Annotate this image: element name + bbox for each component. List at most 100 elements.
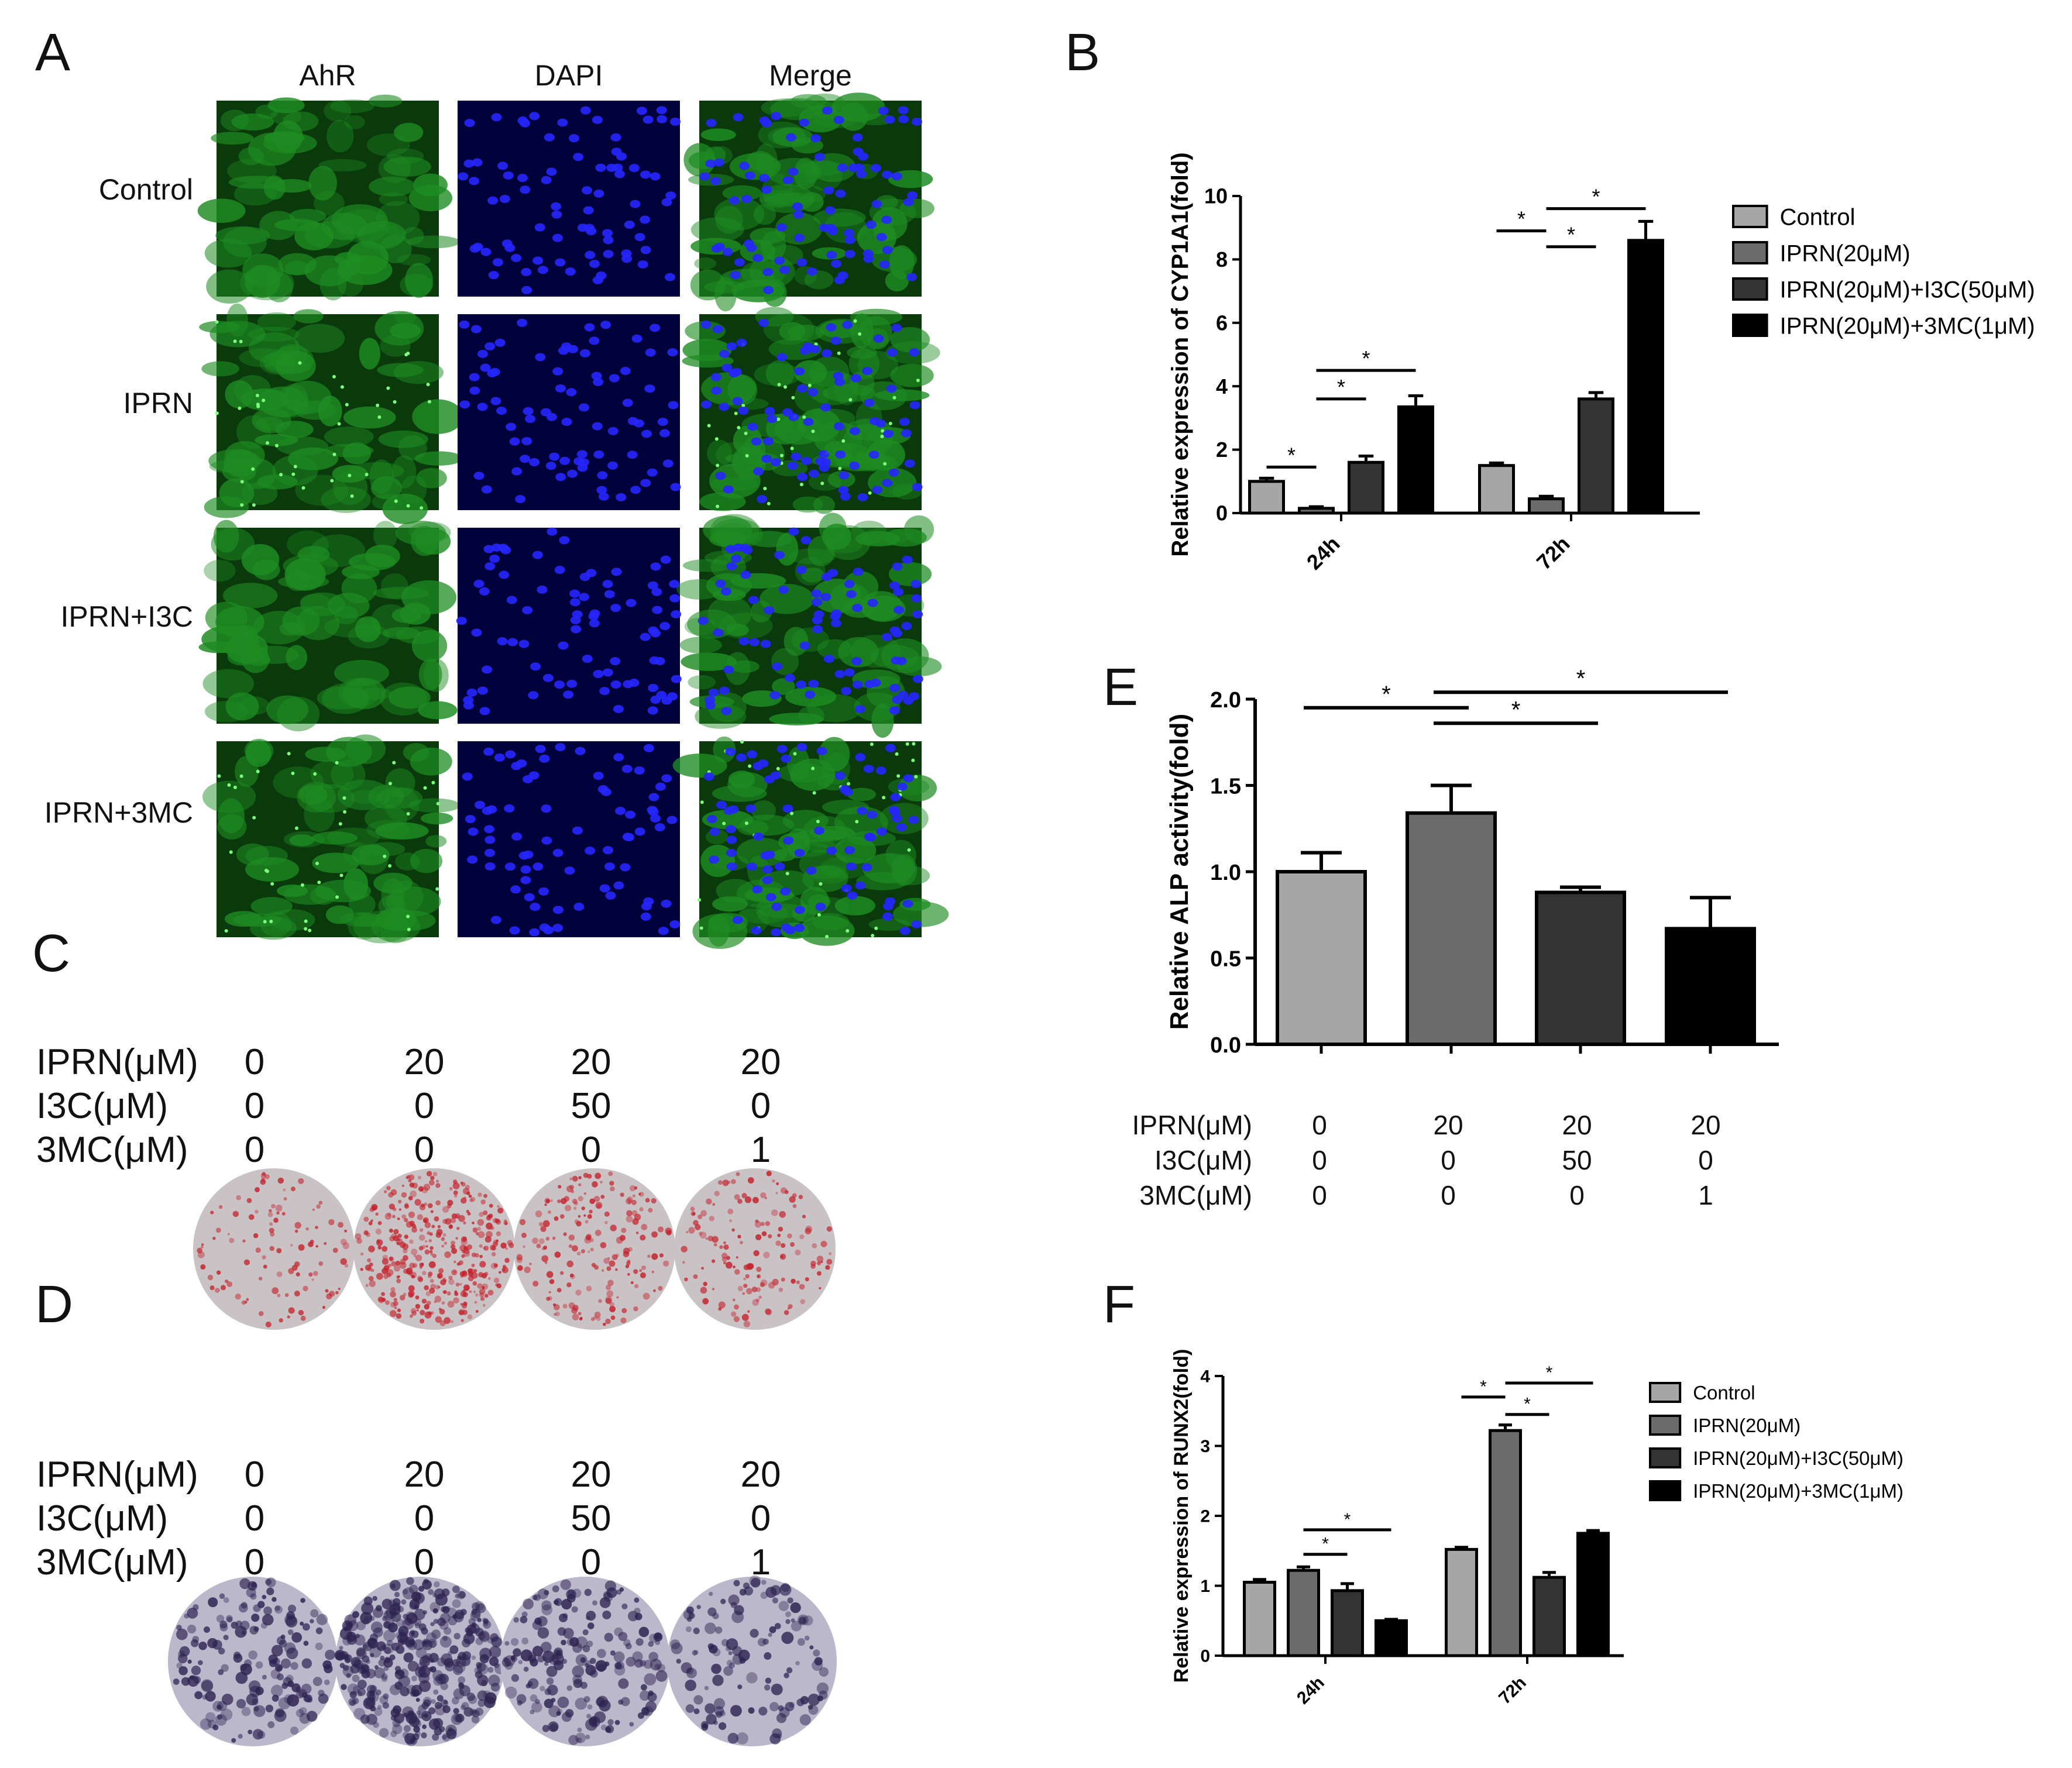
y-tick-label: 3 <box>1200 1437 1210 1456</box>
micrograph-1-1 <box>458 314 681 510</box>
legend-swatch <box>1649 1415 1682 1436</box>
dose-row-label: IPRN(μM) <box>36 1454 198 1495</box>
culture-dish <box>353 1168 515 1330</box>
bar <box>1532 1576 1566 1657</box>
dose-value: 0 <box>1312 1145 1327 1175</box>
dose-value: 0 <box>244 1498 265 1539</box>
dose-value: 0 <box>1441 1180 1456 1210</box>
dose-row-label: I3C(μM) <box>1154 1145 1252 1175</box>
dose-value: 20 <box>1690 1110 1721 1140</box>
significance-star: * <box>1344 1510 1351 1529</box>
micrograph-1-2 <box>682 307 940 514</box>
y-tick-label: 8 <box>1216 247 1228 271</box>
panel-d-letter: D <box>35 1275 73 1334</box>
bar <box>1627 239 1664 515</box>
dose-value: 1 <box>750 1130 771 1170</box>
legend-label: IPRN(20μM) <box>1693 1415 1800 1436</box>
dose-value: 50 <box>571 1498 611 1539</box>
y-axis-label: Relative expression of RUNX2(fold) <box>1170 1349 1193 1683</box>
culture-dish <box>667 1575 837 1746</box>
significance-star: * <box>1480 1377 1487 1396</box>
row-head-iprn-i3c: IPRN+I3C <box>60 600 193 633</box>
significance-star: * <box>1517 207 1525 231</box>
y-tick-label: 0 <box>1216 501 1228 525</box>
significance-star: * <box>1576 666 1586 692</box>
y-tick-label: 0.0 <box>1210 1033 1241 1058</box>
bar <box>1489 1429 1522 1657</box>
culture-dish <box>674 1168 836 1330</box>
panel-f-letter: F <box>1103 1275 1135 1334</box>
dose-value: 0 <box>244 1542 265 1583</box>
y-tick-label: 1.5 <box>1210 775 1241 799</box>
legend-swatch <box>1732 241 1768 264</box>
legend-label: IPRN(20μM) <box>1780 240 1910 266</box>
dose-value: 20 <box>404 1042 445 1082</box>
significance-star: * <box>1322 1535 1329 1554</box>
dose-value: 0 <box>1441 1145 1456 1175</box>
culture-dish <box>193 1168 355 1330</box>
dose-row-label: 3MC(μM) <box>36 1130 188 1170</box>
legend-label: IPRN(20μM)+I3C(50μM) <box>1693 1447 1903 1469</box>
dose-value: 0 <box>1569 1180 1585 1210</box>
dose-row-label: 3MC(μM) <box>36 1542 188 1583</box>
legend-label: Control <box>1780 204 1855 230</box>
micrograph-0-1 <box>458 101 681 297</box>
micrograph-3-2 <box>672 736 949 949</box>
culture-dish <box>514 1168 675 1330</box>
dose-row-label: IPRN(μM) <box>36 1042 198 1082</box>
x-tick-label: 72h <box>1495 1673 1530 1708</box>
y-tick-label: 4 <box>1216 374 1228 398</box>
bar <box>1331 1589 1364 1657</box>
bar <box>1406 811 1497 1046</box>
significance-star: * <box>1337 375 1345 399</box>
legend-swatch <box>1649 1382 1682 1403</box>
dose-value: 0 <box>244 1086 265 1126</box>
dose-value: 0 <box>750 1086 771 1126</box>
micrograph-2-0 <box>198 520 458 732</box>
dose-value: 50 <box>571 1086 611 1126</box>
dose-value: 20 <box>1433 1110 1463 1140</box>
significance-star: * <box>1362 346 1370 370</box>
legend-label: Control <box>1693 1382 1755 1404</box>
bar <box>1665 927 1756 1046</box>
bar <box>1298 507 1335 515</box>
micrograph-3-0 <box>202 734 461 944</box>
significance-star: * <box>1524 1395 1531 1414</box>
y-tick-label: 2 <box>1200 1507 1210 1526</box>
col-head-ahr: AhR <box>299 59 356 92</box>
legend-swatch <box>1649 1447 1682 1468</box>
bar <box>1375 1619 1408 1657</box>
micrograph-3-1 <box>458 741 681 937</box>
legend-label: IPRN(20μM)+3MC(1μM) <box>1693 1480 1903 1502</box>
bar <box>1348 460 1384 515</box>
bar <box>1397 405 1434 515</box>
micrograph-0-2 <box>683 92 934 312</box>
dose-row-label: I3C(μM) <box>36 1498 169 1539</box>
y-tick-label: 2.0 <box>1210 688 1241 713</box>
legend-swatch <box>1732 205 1768 228</box>
dose-value: 20 <box>404 1454 445 1495</box>
dose-value: 0 <box>1698 1145 1713 1175</box>
bar <box>1528 497 1565 515</box>
dose-value: 0 <box>414 1130 435 1170</box>
dose-value: 1 <box>750 1542 771 1583</box>
y-tick-label: 2 <box>1216 438 1228 462</box>
y-axis-label: Relative ALP activity(fold) <box>1165 714 1194 1030</box>
micrograph-0-0 <box>197 94 461 304</box>
panel-c-letter: C <box>32 924 70 983</box>
x-tick-label: 24h <box>1293 1673 1328 1708</box>
dose-value: 0 <box>414 1086 435 1126</box>
y-tick-label: 10 <box>1204 184 1228 208</box>
panel-e-letter: E <box>1103 658 1139 717</box>
y-tick-label: 1.0 <box>1210 861 1241 885</box>
dose-value: 0 <box>244 1130 265 1170</box>
dose-value: 0 <box>1312 1110 1327 1140</box>
bar <box>1478 464 1515 515</box>
dose-value: 0 <box>580 1542 602 1583</box>
bar <box>1276 870 1367 1046</box>
micrograph-1-0 <box>199 303 463 524</box>
col-head-dapi: DAPI <box>534 59 603 92</box>
